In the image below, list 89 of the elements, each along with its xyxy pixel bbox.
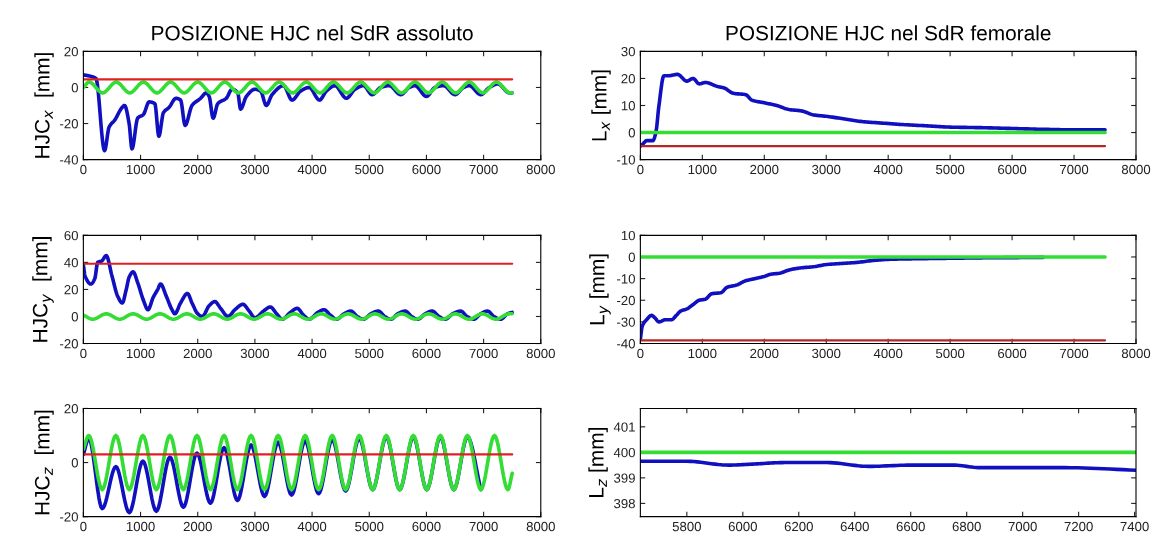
y-tick-label: 10 <box>621 101 635 111</box>
x-tick-label: 0 <box>80 521 87 532</box>
x-tick-label: 6000 <box>412 348 441 359</box>
y-tick-label: -10 <box>617 155 635 165</box>
x-tick-label: 6000 <box>998 164 1027 175</box>
y-tick-label: 60 <box>64 230 78 241</box>
x-tick-label: 6200 <box>784 521 813 532</box>
x-tick-label: 2000 <box>183 348 212 359</box>
y-tick-label: 30 <box>621 46 635 57</box>
x-tick-label: 8000 <box>526 164 555 175</box>
chart-title: POSIZIONE HJC nel SdR femorale <box>726 25 1051 41</box>
y-tick-label: -20 <box>617 295 635 306</box>
x-tick-label: 4000 <box>297 164 327 175</box>
x-tick-label: 3000 <box>812 164 841 175</box>
y-tick-label: -20 <box>60 512 78 522</box>
y-tick-label: 0 <box>628 128 635 138</box>
x-tick-label: 3000 <box>240 521 270 532</box>
x-tick-label: 4000 <box>297 521 327 532</box>
x-tick-label: 6000 <box>412 164 441 175</box>
y-tick-label: 20 <box>64 285 78 295</box>
x-tick-label: 1000 <box>126 348 155 359</box>
x-tick-label: 5000 <box>935 348 965 359</box>
x-tick-label: 5000 <box>355 164 384 175</box>
y-axis-title: L$_{y}$ [mm] <box>589 254 611 325</box>
y-tick-label: 0 <box>71 83 78 93</box>
x-tick-label: 8000 <box>526 348 555 359</box>
y-axis-title: HJC$_{z}$ [mm] <box>34 410 54 515</box>
y-axis-title: L$_{z}$ [mm] <box>588 428 608 497</box>
x-tick-label: 7000 <box>469 164 498 175</box>
x-tick-label: 7000 <box>469 521 498 532</box>
x-tick-label: 7000 <box>1008 521 1037 532</box>
x-tick-label: 6000 <box>998 348 1027 359</box>
x-tick-label: 1000 <box>688 348 717 359</box>
x-tick-label: 2000 <box>183 521 212 532</box>
y-tick-label: 40 <box>64 257 78 268</box>
y-axis-title: HJC$_{y}$ [mm] <box>32 237 54 342</box>
x-tick-label: 4000 <box>873 164 903 175</box>
chart-title: POSIZIONE HJC nel SdR assoluto <box>152 25 473 41</box>
x-tick-label: 4000 <box>297 348 327 359</box>
x-tick-label: 5000 <box>355 521 384 532</box>
x-tick-label: 6600 <box>896 521 925 532</box>
x-tick-label: 5000 <box>935 164 965 175</box>
x-tick-label: 3000 <box>812 348 841 359</box>
y-tick-label: 0 <box>71 312 78 322</box>
x-tick-label: 3000 <box>240 348 270 359</box>
x-tick-label: 6800 <box>952 521 981 532</box>
x-tick-label: 5000 <box>355 348 384 359</box>
x-tick-label: 0 <box>637 348 644 359</box>
x-tick-label: 0 <box>80 164 87 175</box>
x-tick-label: 3000 <box>240 164 270 175</box>
x-tick-label: 7000 <box>1060 348 1089 359</box>
x-tick-label: 2000 <box>183 164 212 175</box>
y-tick-label: 401 <box>613 422 635 432</box>
x-tick-label: 6000 <box>728 521 757 532</box>
x-tick-label: 7400 <box>1120 521 1149 532</box>
y-tick-label: -40 <box>617 339 635 349</box>
x-tick-label: 2000 <box>750 348 779 359</box>
y-tick-label: -20 <box>60 339 78 349</box>
x-tick-label: 7200 <box>1064 521 1093 532</box>
y-tick-label: -20 <box>60 119 78 129</box>
y-tick-label: -30 <box>617 317 635 327</box>
x-tick-label: 1000 <box>126 164 155 175</box>
y-tick-label: 0 <box>71 458 78 468</box>
x-tick-label: 8000 <box>1121 348 1151 359</box>
x-tick-label: 7000 <box>469 348 498 359</box>
x-tick-label: 1000 <box>688 164 717 175</box>
y-axis-title: L$_{x}$ [mm] <box>591 70 611 141</box>
y-tick-label: 400 <box>613 447 635 458</box>
x-tick-label: 1000 <box>126 521 155 532</box>
x-tick-label: 5800 <box>672 521 701 532</box>
x-tick-label: 8000 <box>526 521 555 532</box>
x-tick-label: 4000 <box>873 348 903 359</box>
x-tick-label: 6000 <box>412 521 441 532</box>
x-tick-label: 2000 <box>750 164 779 175</box>
x-tick-label: 8000 <box>1121 164 1151 175</box>
y-tick-label: -40 <box>60 155 78 165</box>
x-tick-label: 7000 <box>1060 164 1089 175</box>
y-tick-label: 0 <box>628 252 635 262</box>
x-tick-label: 0 <box>80 348 87 359</box>
y-tick-label: 398 <box>614 498 635 509</box>
y-tick-label: -10 <box>617 274 635 284</box>
y-tick-label: 20 <box>621 74 635 84</box>
y-tick-label: 20 <box>64 46 78 57</box>
y-axis-title: HJC$_{x}$ [mm] <box>34 53 54 158</box>
y-tick-label: 399 <box>614 473 635 483</box>
y-tick-label: 10 <box>621 230 635 241</box>
x-tick-label: 0 <box>637 164 644 175</box>
y-tick-label: 20 <box>64 404 78 414</box>
x-tick-label: 6400 <box>840 521 869 532</box>
